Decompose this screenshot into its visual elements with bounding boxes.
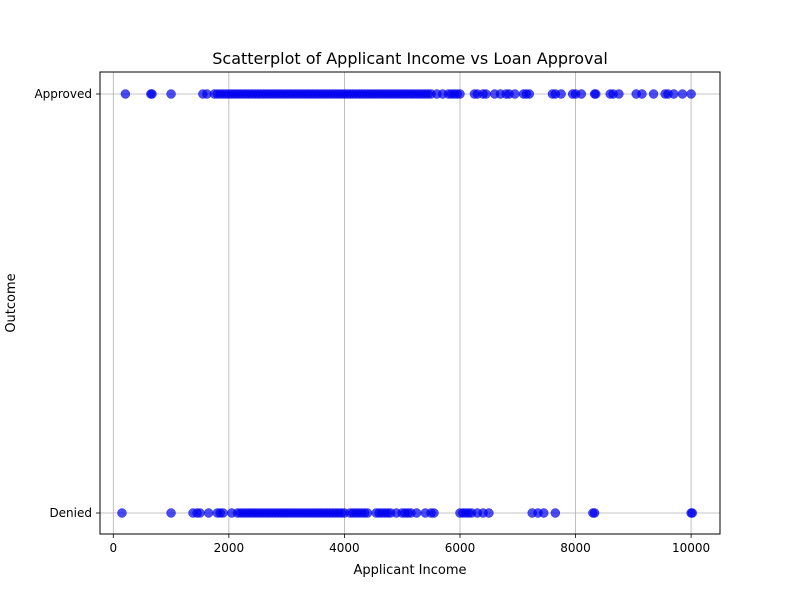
chart-title: Scatterplot of Applicant Income vs Loan … <box>212 49 608 68</box>
scatter-point-approved <box>510 89 520 99</box>
y-tick-label: Approved <box>34 87 92 101</box>
scatter-point-approved <box>556 89 566 99</box>
scatter-point-approved <box>166 89 176 99</box>
x-tick-label: 0 <box>109 541 117 555</box>
scatter-point-approved <box>591 89 601 99</box>
scatter-point-denied <box>166 508 176 518</box>
y-axis-label: Outcome <box>4 273 19 332</box>
scatter-point-denied <box>589 508 600 518</box>
scatter-point-denied <box>411 508 422 518</box>
x-tick-label: 4000 <box>329 541 360 555</box>
scatter-point-denied <box>203 508 214 518</box>
scatter-point-approved <box>147 89 157 99</box>
scatter-point-denied <box>550 508 561 518</box>
data-points <box>117 89 698 518</box>
scatter-point-denied <box>362 508 373 518</box>
scatter-point-denied <box>539 508 549 518</box>
scatter-point-denied <box>195 508 205 518</box>
x-axis-ticks: 0 2000 4000 6000 8000 10000 <box>109 534 710 555</box>
scatter-point-approved <box>576 89 587 99</box>
scatter-point-denied <box>687 508 698 518</box>
x-axis-label: Applicant Income <box>353 563 466 578</box>
scatter-point-denied <box>117 508 127 518</box>
plot-frame <box>99 71 721 535</box>
scatter-point-approved <box>455 89 465 99</box>
scatter-point-approved <box>614 89 624 99</box>
y-axis-ticks: Denied Approved <box>34 87 100 520</box>
scatter-point-approved <box>524 89 535 99</box>
x-tick-label: 8000 <box>560 541 591 555</box>
scatter-point-denied <box>429 508 439 518</box>
x-tick-label: 10000 <box>672 541 710 555</box>
scatter-point-denied <box>484 508 494 518</box>
scatter-point-approved <box>686 89 696 99</box>
y-tick-label: Denied <box>49 506 92 520</box>
scatter-point-approved <box>677 89 688 99</box>
scatter-point-denied <box>218 508 228 518</box>
x-tick-label: 2000 <box>214 541 245 555</box>
scatter-point-approved <box>120 89 131 99</box>
scatter-point-approved <box>637 89 647 99</box>
scatter-point-approved <box>669 89 679 99</box>
scatter-point-approved <box>481 89 491 99</box>
x-tick-label: 6000 <box>445 541 476 555</box>
scatter-point-approved <box>648 89 659 99</box>
